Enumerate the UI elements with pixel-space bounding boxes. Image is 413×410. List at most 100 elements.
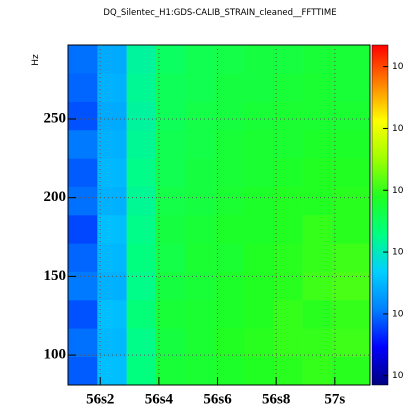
heatmap-cell xyxy=(68,243,98,272)
heatmap-cell xyxy=(97,158,127,187)
heatmap-cell xyxy=(126,300,157,329)
heatmap-cell xyxy=(331,186,371,216)
heatmap-cell xyxy=(155,186,186,216)
heatmap-cell xyxy=(214,45,245,74)
heatmap-cell xyxy=(302,300,333,329)
heatmap-cell xyxy=(185,215,215,244)
heatmap-cell xyxy=(243,158,274,187)
heatmap-cell xyxy=(185,73,215,102)
heatmap-cell xyxy=(273,215,303,244)
heatmap-cell xyxy=(273,356,303,386)
heatmap-cell xyxy=(185,45,215,74)
heatmap-cell xyxy=(97,215,127,244)
heatmap-cell xyxy=(302,328,333,357)
heatmap-cell xyxy=(155,45,186,74)
heatmap-cell xyxy=(214,130,245,159)
heatmap-cell xyxy=(97,328,127,357)
heatmap-cell xyxy=(126,215,157,244)
heatmap-cell xyxy=(273,158,303,187)
heatmap-cell xyxy=(331,328,371,357)
colorbar-tick-label: 10 xyxy=(392,248,404,258)
heatmap-cell xyxy=(126,356,157,386)
plot-frame xyxy=(67,44,371,386)
heatmap-cell xyxy=(331,101,371,131)
colorbar-tick-label: 10 xyxy=(392,124,404,134)
heatmap-cell xyxy=(68,101,98,131)
colorbar-tick-label: 10 xyxy=(392,371,404,381)
heatmap-cell xyxy=(155,215,186,244)
heatmap-cell xyxy=(214,73,245,102)
heatmap-cell xyxy=(185,158,215,187)
heatmap-cell xyxy=(302,356,333,386)
heatmap-cell xyxy=(331,356,371,386)
heatmap-cell xyxy=(273,328,303,357)
heatmap-cell xyxy=(155,300,186,329)
heatmap-cell xyxy=(331,215,371,244)
heatmap-cell xyxy=(155,101,186,131)
heatmap-cell xyxy=(155,73,186,102)
heatmap-cell xyxy=(185,130,215,159)
heatmap-cell xyxy=(97,73,127,102)
x-tick-label: 56s6 xyxy=(203,391,232,407)
heatmap-cell xyxy=(68,328,98,357)
colorbar-tick-label: 10 xyxy=(392,186,404,196)
heatmap-cell xyxy=(302,271,333,301)
heatmap-cell xyxy=(214,271,245,301)
heatmap-cell xyxy=(68,158,98,187)
heatmap-cell xyxy=(331,271,371,301)
heatmap-cell xyxy=(331,300,371,329)
heatmap-cell xyxy=(68,356,98,386)
heatmap-cell xyxy=(243,328,274,357)
heatmap-cell xyxy=(331,158,371,187)
x-tick-label: 56s4 xyxy=(145,391,174,407)
heatmap-cell xyxy=(273,73,303,102)
heatmap-cell xyxy=(97,300,127,329)
heatmap-cell xyxy=(68,300,98,329)
heatmap-cell xyxy=(68,215,98,244)
heatmap-cell xyxy=(302,215,333,244)
heatmap-cell xyxy=(126,73,157,102)
y-tick-label: 100 xyxy=(44,347,67,363)
heatmap-cell xyxy=(214,215,245,244)
heatmap-cell xyxy=(155,356,186,386)
heatmap-cell xyxy=(185,300,215,329)
heatmap-cell xyxy=(214,101,245,131)
heatmap-cell xyxy=(302,101,333,131)
heatmap-cell xyxy=(97,186,127,216)
heatmap-cell xyxy=(97,45,127,74)
heatmap-cell xyxy=(68,186,98,216)
heatmap-cell xyxy=(126,328,157,357)
heatmap-cell xyxy=(126,45,157,74)
heatmap-cell xyxy=(126,101,157,131)
heatmap-cell xyxy=(331,243,371,272)
heatmap-cell xyxy=(243,300,274,329)
y-axis-label: Hz xyxy=(31,54,41,66)
heatmap-cell xyxy=(185,186,215,216)
heatmap-cell xyxy=(214,158,245,187)
heatmap-cell xyxy=(97,243,127,272)
heatmap-cell xyxy=(273,130,303,159)
heatmap-cell xyxy=(243,215,274,244)
heatmap-cell xyxy=(243,101,274,131)
heatmap-cell xyxy=(243,356,274,386)
heatmap-cell xyxy=(97,130,127,159)
heatmap-cell xyxy=(68,130,98,159)
heatmap-cell xyxy=(273,186,303,216)
heatmap-cell xyxy=(214,356,245,386)
x-tick-label: 56s2 xyxy=(86,391,114,407)
heatmap-cell xyxy=(273,45,303,74)
heatmap-cell xyxy=(214,243,245,272)
heatmap-cell xyxy=(243,73,274,102)
heatmap-cell xyxy=(243,186,274,216)
chart-title: DQ_Silentec_H1:GDS-CALIB_STRAIN_cleaned_… xyxy=(103,8,336,18)
y-tick-label: 200 xyxy=(44,189,67,205)
heatmap-cell xyxy=(97,101,127,131)
heatmap-cell xyxy=(302,243,333,272)
heatmap-cell xyxy=(302,158,333,187)
heatmap-cell xyxy=(68,45,98,74)
heatmap-cell xyxy=(331,130,371,159)
heatmap-cell xyxy=(331,73,371,102)
heatmap-cell xyxy=(331,45,371,74)
heatmap-cell xyxy=(302,45,333,74)
